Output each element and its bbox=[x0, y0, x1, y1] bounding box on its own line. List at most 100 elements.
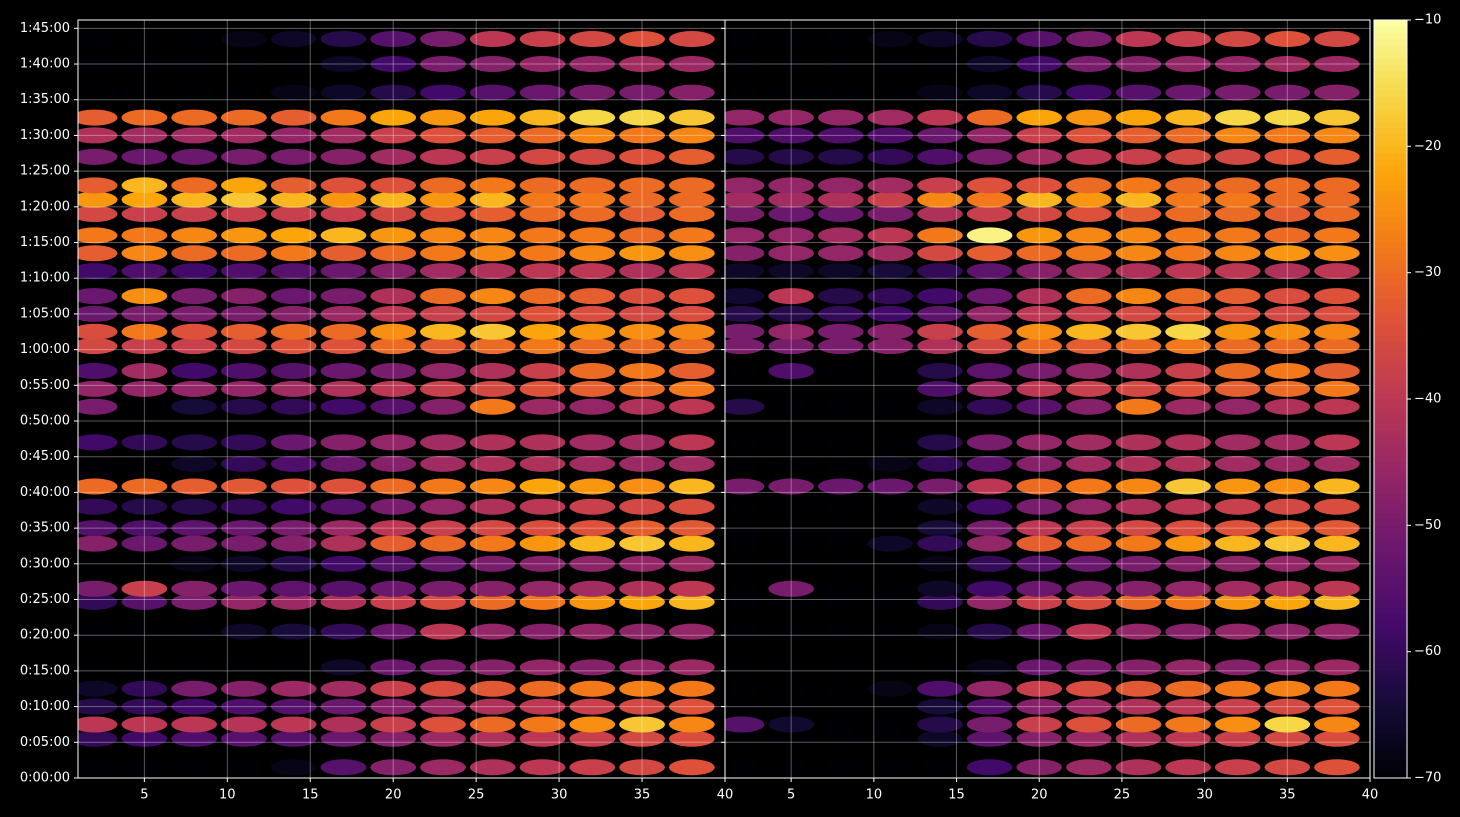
cell bbox=[1066, 498, 1112, 515]
y-tick-label: 1:35:00 bbox=[20, 92, 70, 107]
cell bbox=[78, 127, 118, 144]
cell bbox=[469, 109, 516, 126]
cell bbox=[1214, 698, 1261, 715]
cell bbox=[725, 659, 765, 676]
cell bbox=[469, 56, 516, 73]
cell bbox=[1214, 109, 1261, 126]
cell bbox=[1264, 623, 1311, 640]
cell bbox=[1264, 288, 1311, 305]
colorbar-segment bbox=[1374, 140, 1407, 147]
cell bbox=[668, 498, 715, 515]
cell bbox=[519, 288, 566, 305]
cell bbox=[469, 205, 516, 222]
cell bbox=[1314, 338, 1360, 355]
cell bbox=[768, 191, 814, 208]
cell bbox=[1115, 109, 1162, 126]
colorbar-segment bbox=[1374, 721, 1407, 729]
colorbar-tick-label: −20 bbox=[1414, 139, 1441, 154]
cell bbox=[519, 177, 566, 194]
cell bbox=[1115, 305, 1162, 322]
cell bbox=[569, 288, 616, 305]
cell bbox=[469, 245, 516, 262]
cell bbox=[817, 177, 864, 194]
cell bbox=[569, 84, 616, 101]
cell bbox=[1016, 227, 1063, 244]
cell bbox=[1066, 56, 1112, 73]
cell bbox=[420, 263, 466, 280]
colorbar-segment bbox=[1374, 32, 1407, 40]
cell bbox=[370, 127, 417, 144]
cell bbox=[420, 288, 466, 305]
colorbar-segment bbox=[1374, 708, 1407, 716]
cell bbox=[78, 478, 118, 495]
cell bbox=[1066, 535, 1112, 552]
cell bbox=[768, 580, 814, 597]
cell bbox=[121, 398, 168, 415]
cell bbox=[569, 263, 616, 280]
cell bbox=[370, 56, 417, 73]
cell bbox=[1165, 288, 1211, 305]
cell bbox=[1165, 148, 1211, 165]
cell bbox=[817, 380, 864, 397]
cell bbox=[966, 593, 1013, 610]
cell bbox=[221, 56, 267, 73]
y-tick-label: 0:40:00 bbox=[20, 485, 70, 500]
cell bbox=[370, 623, 417, 640]
cell bbox=[668, 680, 715, 697]
cell bbox=[619, 84, 665, 101]
cell bbox=[420, 305, 466, 322]
cell bbox=[221, 680, 267, 697]
cell bbox=[1016, 520, 1063, 537]
cell bbox=[1264, 535, 1311, 552]
y-tick-label: 1:40:00 bbox=[20, 57, 70, 72]
cell bbox=[270, 177, 317, 194]
colorbar-segment bbox=[1374, 462, 1407, 470]
cell bbox=[370, 659, 417, 676]
cell bbox=[121, 623, 168, 640]
cell bbox=[817, 555, 864, 572]
x-tick-label: 25 bbox=[1114, 788, 1131, 803]
colorbar-segment bbox=[1374, 537, 1407, 545]
cell bbox=[966, 730, 1013, 747]
colorbar-segment bbox=[1374, 177, 1407, 185]
cell bbox=[966, 363, 1013, 380]
cell bbox=[569, 580, 616, 597]
cell bbox=[1066, 520, 1112, 537]
colorbar-segment bbox=[1374, 215, 1407, 223]
cell bbox=[1264, 698, 1311, 715]
cell bbox=[370, 698, 417, 715]
cell bbox=[1066, 338, 1112, 355]
cell bbox=[78, 535, 118, 552]
colorbar-segment bbox=[1374, 575, 1407, 583]
cell bbox=[917, 398, 963, 415]
y-tick-label: 0:50:00 bbox=[20, 414, 70, 429]
cell bbox=[320, 177, 367, 194]
cell bbox=[768, 56, 814, 73]
cell bbox=[966, 759, 1013, 776]
cell bbox=[725, 323, 765, 340]
y-tick-label: 0:10:00 bbox=[20, 699, 70, 714]
cell bbox=[1314, 535, 1360, 552]
cell bbox=[1066, 205, 1112, 222]
cell bbox=[420, 716, 466, 733]
cell bbox=[725, 148, 765, 165]
cell bbox=[221, 323, 267, 340]
cell bbox=[867, 535, 914, 552]
colorbar-segment bbox=[1374, 601, 1407, 609]
cell bbox=[619, 205, 665, 222]
cell bbox=[966, 177, 1013, 194]
cell bbox=[1066, 288, 1112, 305]
cell bbox=[966, 455, 1013, 472]
colorbar-segment bbox=[1374, 89, 1407, 97]
cell bbox=[725, 227, 765, 244]
y-tick-label: 0:45:00 bbox=[20, 449, 70, 464]
cell bbox=[966, 56, 1013, 73]
colorbar-segment bbox=[1374, 607, 1407, 615]
colorbar-segment bbox=[1374, 632, 1407, 640]
cell bbox=[1115, 84, 1162, 101]
colorbar-segment bbox=[1374, 683, 1407, 691]
cell bbox=[370, 455, 417, 472]
cell bbox=[867, 323, 914, 340]
cell bbox=[725, 191, 765, 208]
cell bbox=[420, 56, 466, 73]
